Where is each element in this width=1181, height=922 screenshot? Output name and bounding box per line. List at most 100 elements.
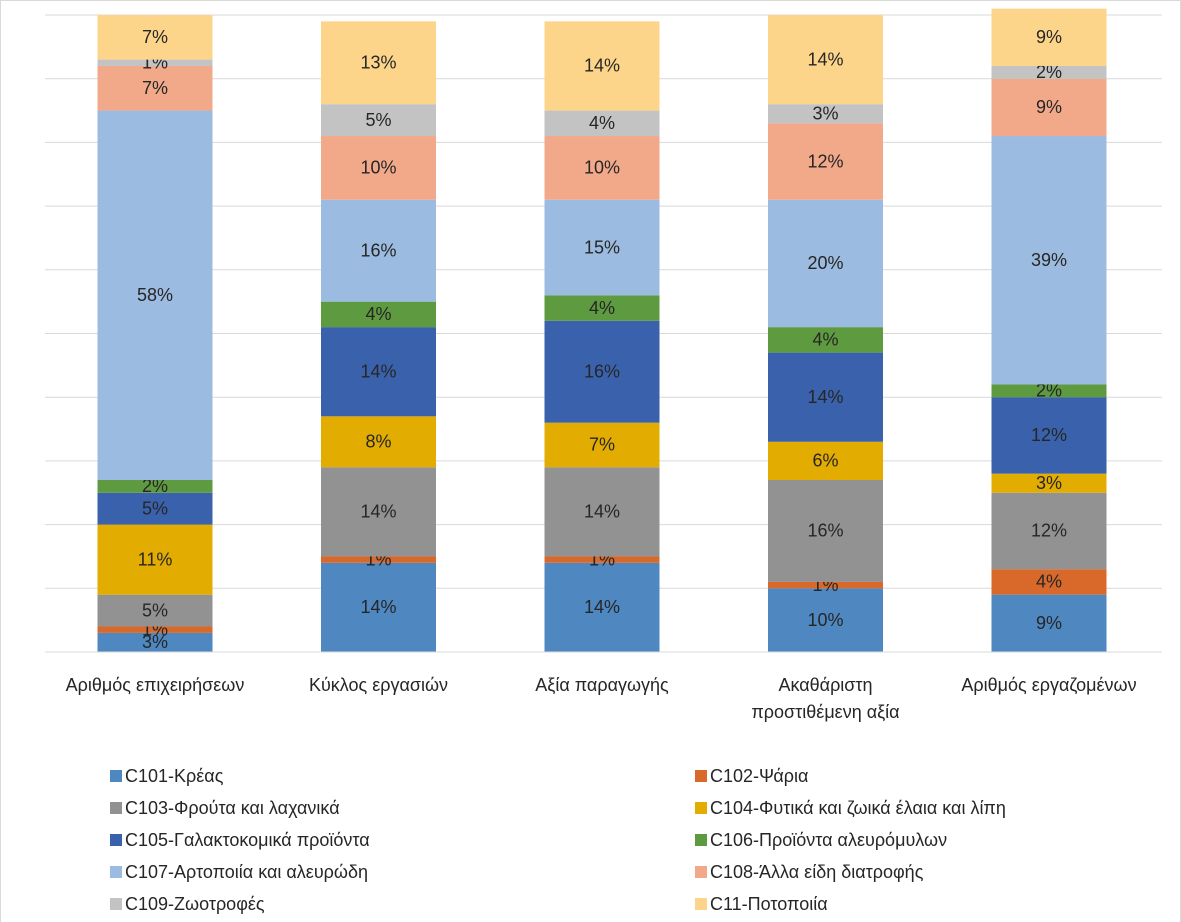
legend-label: C106-Προϊόντα αλευρόμυλων bbox=[710, 830, 947, 850]
bar-segment bbox=[768, 581, 883, 589]
data-label: 4% bbox=[1036, 572, 1062, 592]
bar-segment bbox=[991, 78, 1107, 137]
data-label: 7% bbox=[142, 27, 168, 47]
bar-segment bbox=[768, 15, 883, 105]
bar-segment bbox=[321, 301, 436, 328]
bar-segment bbox=[97, 492, 213, 525]
x-tick-label-box: Ακαθάριστη προστιθέμενη αξία bbox=[751, 675, 900, 722]
data-label: 20% bbox=[807, 253, 843, 273]
data-label: 4% bbox=[589, 298, 615, 318]
data-label: 4% bbox=[589, 113, 615, 133]
data-label: 15% bbox=[584, 237, 620, 257]
x-tick-label-box: Κύκλος εργασιών bbox=[309, 675, 448, 695]
bar-segment bbox=[991, 397, 1107, 474]
legend-label: C101-Κρέας bbox=[125, 766, 224, 786]
bar-segment bbox=[544, 467, 660, 557]
data-label: 14% bbox=[360, 597, 396, 617]
data-label: 16% bbox=[807, 521, 843, 541]
data-label: 2% bbox=[1036, 62, 1062, 82]
data-label: 7% bbox=[142, 78, 168, 98]
bar-segment bbox=[321, 199, 436, 302]
legend-label: C104-Φυτικά και ζωικά έλαια και λίπη bbox=[710, 798, 1006, 818]
data-label: 12% bbox=[807, 151, 843, 171]
data-label: 14% bbox=[584, 56, 620, 76]
legend-swatch bbox=[695, 898, 707, 910]
bar-segment bbox=[321, 136, 436, 200]
x-tick-label: Αριθμός επιχειρήσεων bbox=[65, 675, 245, 695]
bar-segment bbox=[544, 21, 660, 111]
data-label: 14% bbox=[807, 387, 843, 407]
legend-label: C103-Φρούτα και λαχανικά bbox=[125, 798, 340, 818]
data-label: 14% bbox=[360, 361, 396, 381]
bar-segment bbox=[97, 65, 213, 111]
legend-label: C11-Ποτοποιία bbox=[710, 894, 828, 914]
bar-segment bbox=[768, 588, 883, 652]
bar-segment bbox=[768, 441, 883, 481]
legend-label: C108-Άλλα είδη διατροφής bbox=[710, 862, 924, 882]
bar-segment bbox=[321, 104, 436, 137]
x-tick-label-box: Αξία παραγωγής bbox=[535, 675, 668, 695]
bar-segment bbox=[97, 524, 213, 595]
data-label: 10% bbox=[807, 610, 843, 630]
legend-label: C109-Ζωοτροφές bbox=[125, 894, 265, 914]
x-tick-label: Αριθμός εργαζομένων bbox=[961, 675, 1137, 695]
data-label: 14% bbox=[807, 49, 843, 69]
bar-segment bbox=[991, 65, 1107, 79]
data-label: 2% bbox=[1036, 381, 1062, 401]
bar-segment bbox=[321, 562, 436, 652]
bar-segment bbox=[544, 422, 660, 468]
bar-segment bbox=[768, 104, 883, 124]
data-label: 2% bbox=[142, 476, 168, 496]
bar-segment bbox=[991, 594, 1107, 652]
data-label: 14% bbox=[584, 502, 620, 522]
bar-segment bbox=[321, 556, 436, 563]
bar-segment bbox=[768, 199, 883, 328]
bar-segment bbox=[768, 480, 883, 582]
bar-segment bbox=[544, 320, 660, 423]
data-label: 9% bbox=[1036, 97, 1062, 117]
bar-segment bbox=[544, 199, 660, 296]
data-label: 10% bbox=[584, 158, 620, 178]
data-label: 13% bbox=[360, 53, 396, 73]
bar-segment bbox=[991, 136, 1107, 385]
bar-segment bbox=[97, 480, 213, 493]
data-label: 5% bbox=[142, 498, 168, 518]
bar-segment bbox=[991, 384, 1107, 398]
bar-segment bbox=[991, 473, 1107, 493]
data-label: 4% bbox=[812, 330, 838, 350]
data-label: 39% bbox=[1031, 250, 1067, 270]
legend-swatch bbox=[695, 834, 707, 846]
data-label: 3% bbox=[142, 632, 168, 652]
x-tick-label-box: Αριθμός εργαζομένων bbox=[961, 675, 1137, 695]
bar-segment bbox=[544, 295, 660, 321]
data-label: 4% bbox=[365, 304, 391, 324]
data-label: 58% bbox=[137, 285, 173, 305]
bar-segment bbox=[544, 110, 660, 137]
data-label: 5% bbox=[142, 600, 168, 620]
data-label: 6% bbox=[812, 451, 838, 471]
x-tick-label: Ακαθάριστη προστιθέμενη αξία bbox=[751, 675, 900, 722]
bar-segment bbox=[991, 492, 1107, 570]
data-label: 12% bbox=[1031, 521, 1067, 541]
legend-swatch bbox=[695, 770, 707, 782]
bar-segment bbox=[544, 136, 660, 200]
legend-swatch bbox=[695, 802, 707, 814]
data-label: 3% bbox=[1036, 473, 1062, 493]
bar-segment bbox=[768, 123, 883, 200]
legend-swatch bbox=[695, 866, 707, 878]
data-label: 16% bbox=[360, 240, 396, 260]
data-label: 14% bbox=[584, 597, 620, 617]
bar-segment bbox=[321, 327, 436, 417]
data-label: 7% bbox=[589, 435, 615, 455]
data-label: 9% bbox=[1036, 613, 1062, 633]
bar-segment bbox=[991, 569, 1107, 595]
legend-swatch bbox=[110, 866, 122, 878]
bar-segment bbox=[321, 416, 436, 468]
bar-segment bbox=[768, 327, 883, 353]
bar-segment bbox=[97, 110, 213, 481]
bar-segment bbox=[321, 21, 436, 105]
legend-swatch bbox=[110, 834, 122, 846]
legend-label: C102-Ψάρια bbox=[710, 766, 808, 786]
data-label: 5% bbox=[365, 110, 391, 130]
